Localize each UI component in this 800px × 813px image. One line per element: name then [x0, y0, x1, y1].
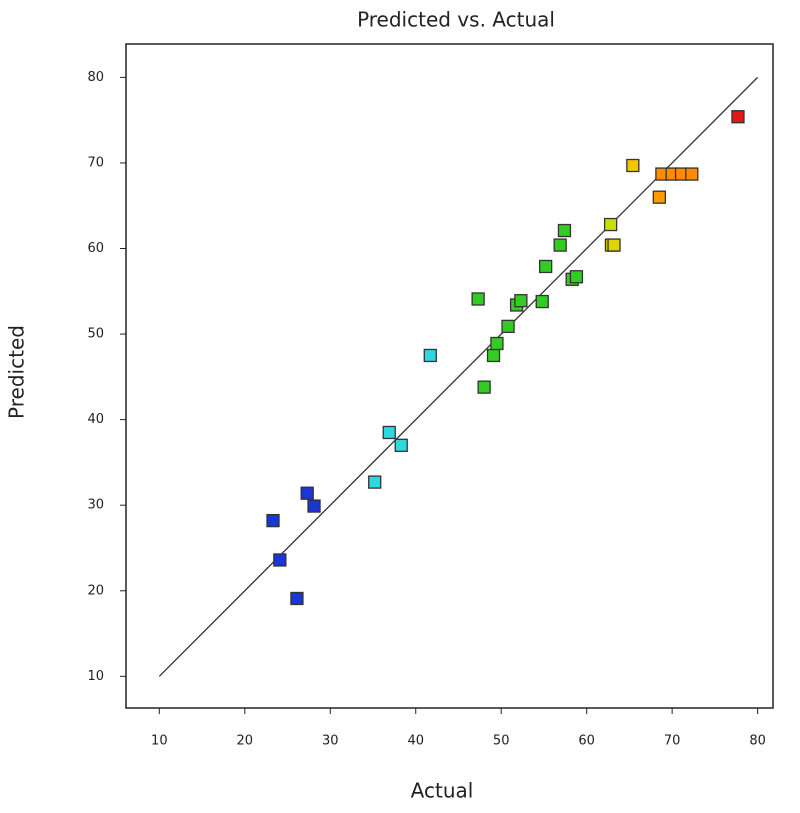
point [394, 438, 408, 452]
x-axis-label: Actual [411, 779, 474, 803]
y-tick-label: 70 [87, 155, 104, 170]
x-tick-label: 30 [322, 734, 339, 749]
point [290, 591, 304, 606]
point [569, 270, 584, 284]
x-tick-label: 80 [749, 734, 766, 749]
plot-frame [125, 43, 774, 709]
x-tick-label: 10 [151, 734, 168, 749]
point [382, 425, 396, 440]
x-tick-label: 40 [407, 734, 424, 749]
x-tick-label: 70 [664, 734, 681, 749]
point [490, 336, 504, 351]
point [539, 259, 553, 274]
point [685, 167, 699, 181]
y-tick-label: 50 [87, 327, 104, 342]
point [731, 110, 745, 124]
point [423, 348, 437, 363]
y-tick-label: 30 [87, 498, 104, 513]
y-tick-label: 60 [87, 241, 104, 256]
point [266, 513, 280, 528]
y-tick-label: 10 [87, 669, 104, 684]
point [652, 190, 666, 204]
point [553, 238, 567, 252]
y-tick-label: 20 [87, 583, 104, 598]
point [471, 292, 485, 306]
point [535, 294, 549, 309]
point [368, 475, 382, 489]
point [307, 499, 321, 513]
reference-line [158, 76, 759, 677]
point [514, 294, 528, 308]
y-tick-label: 80 [87, 70, 104, 85]
point [603, 217, 618, 232]
point [626, 158, 640, 173]
point [486, 348, 501, 363]
x-tick-label: 20 [237, 734, 254, 749]
chart-title: Predicted vs. Actual [357, 8, 555, 32]
point [300, 486, 314, 500]
point [557, 223, 572, 238]
y-axis-label: Predicted [5, 325, 29, 419]
x-tick-label: 50 [493, 734, 510, 749]
point [607, 238, 621, 252]
point [501, 319, 515, 334]
x-tick-label: 60 [578, 734, 595, 749]
y-tick-label: 40 [87, 412, 104, 427]
point [477, 380, 491, 394]
point [273, 553, 287, 567]
